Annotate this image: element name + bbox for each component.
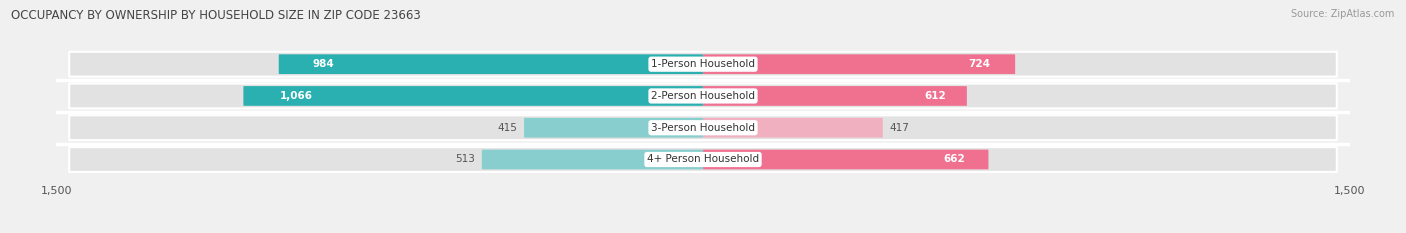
Text: 2-Person Household: 2-Person Household <box>651 91 755 101</box>
FancyBboxPatch shape <box>482 150 703 169</box>
Text: 415: 415 <box>498 123 517 133</box>
FancyBboxPatch shape <box>69 147 1337 172</box>
Text: 4+ Person Household: 4+ Person Household <box>647 154 759 164</box>
FancyBboxPatch shape <box>278 54 703 74</box>
FancyBboxPatch shape <box>703 86 967 106</box>
Text: 984: 984 <box>312 59 335 69</box>
FancyBboxPatch shape <box>69 84 1337 108</box>
FancyBboxPatch shape <box>703 150 988 169</box>
Text: Source: ZipAtlas.com: Source: ZipAtlas.com <box>1291 9 1395 19</box>
Text: 1,066: 1,066 <box>280 91 314 101</box>
FancyBboxPatch shape <box>703 54 1015 74</box>
FancyBboxPatch shape <box>69 115 1337 140</box>
Text: OCCUPANCY BY OWNERSHIP BY HOUSEHOLD SIZE IN ZIP CODE 23663: OCCUPANCY BY OWNERSHIP BY HOUSEHOLD SIZE… <box>11 9 420 22</box>
FancyBboxPatch shape <box>703 118 883 137</box>
Text: 1-Person Household: 1-Person Household <box>651 59 755 69</box>
Text: 513: 513 <box>456 154 475 164</box>
Text: 417: 417 <box>889 123 910 133</box>
Text: 662: 662 <box>943 154 966 164</box>
Legend: Owner-occupied, Renter-occupied: Owner-occupied, Renter-occupied <box>586 230 820 233</box>
FancyBboxPatch shape <box>243 86 703 106</box>
Text: 612: 612 <box>924 91 946 101</box>
Text: 724: 724 <box>969 59 990 69</box>
FancyBboxPatch shape <box>524 118 703 137</box>
FancyBboxPatch shape <box>69 52 1337 77</box>
Text: 3-Person Household: 3-Person Household <box>651 123 755 133</box>
